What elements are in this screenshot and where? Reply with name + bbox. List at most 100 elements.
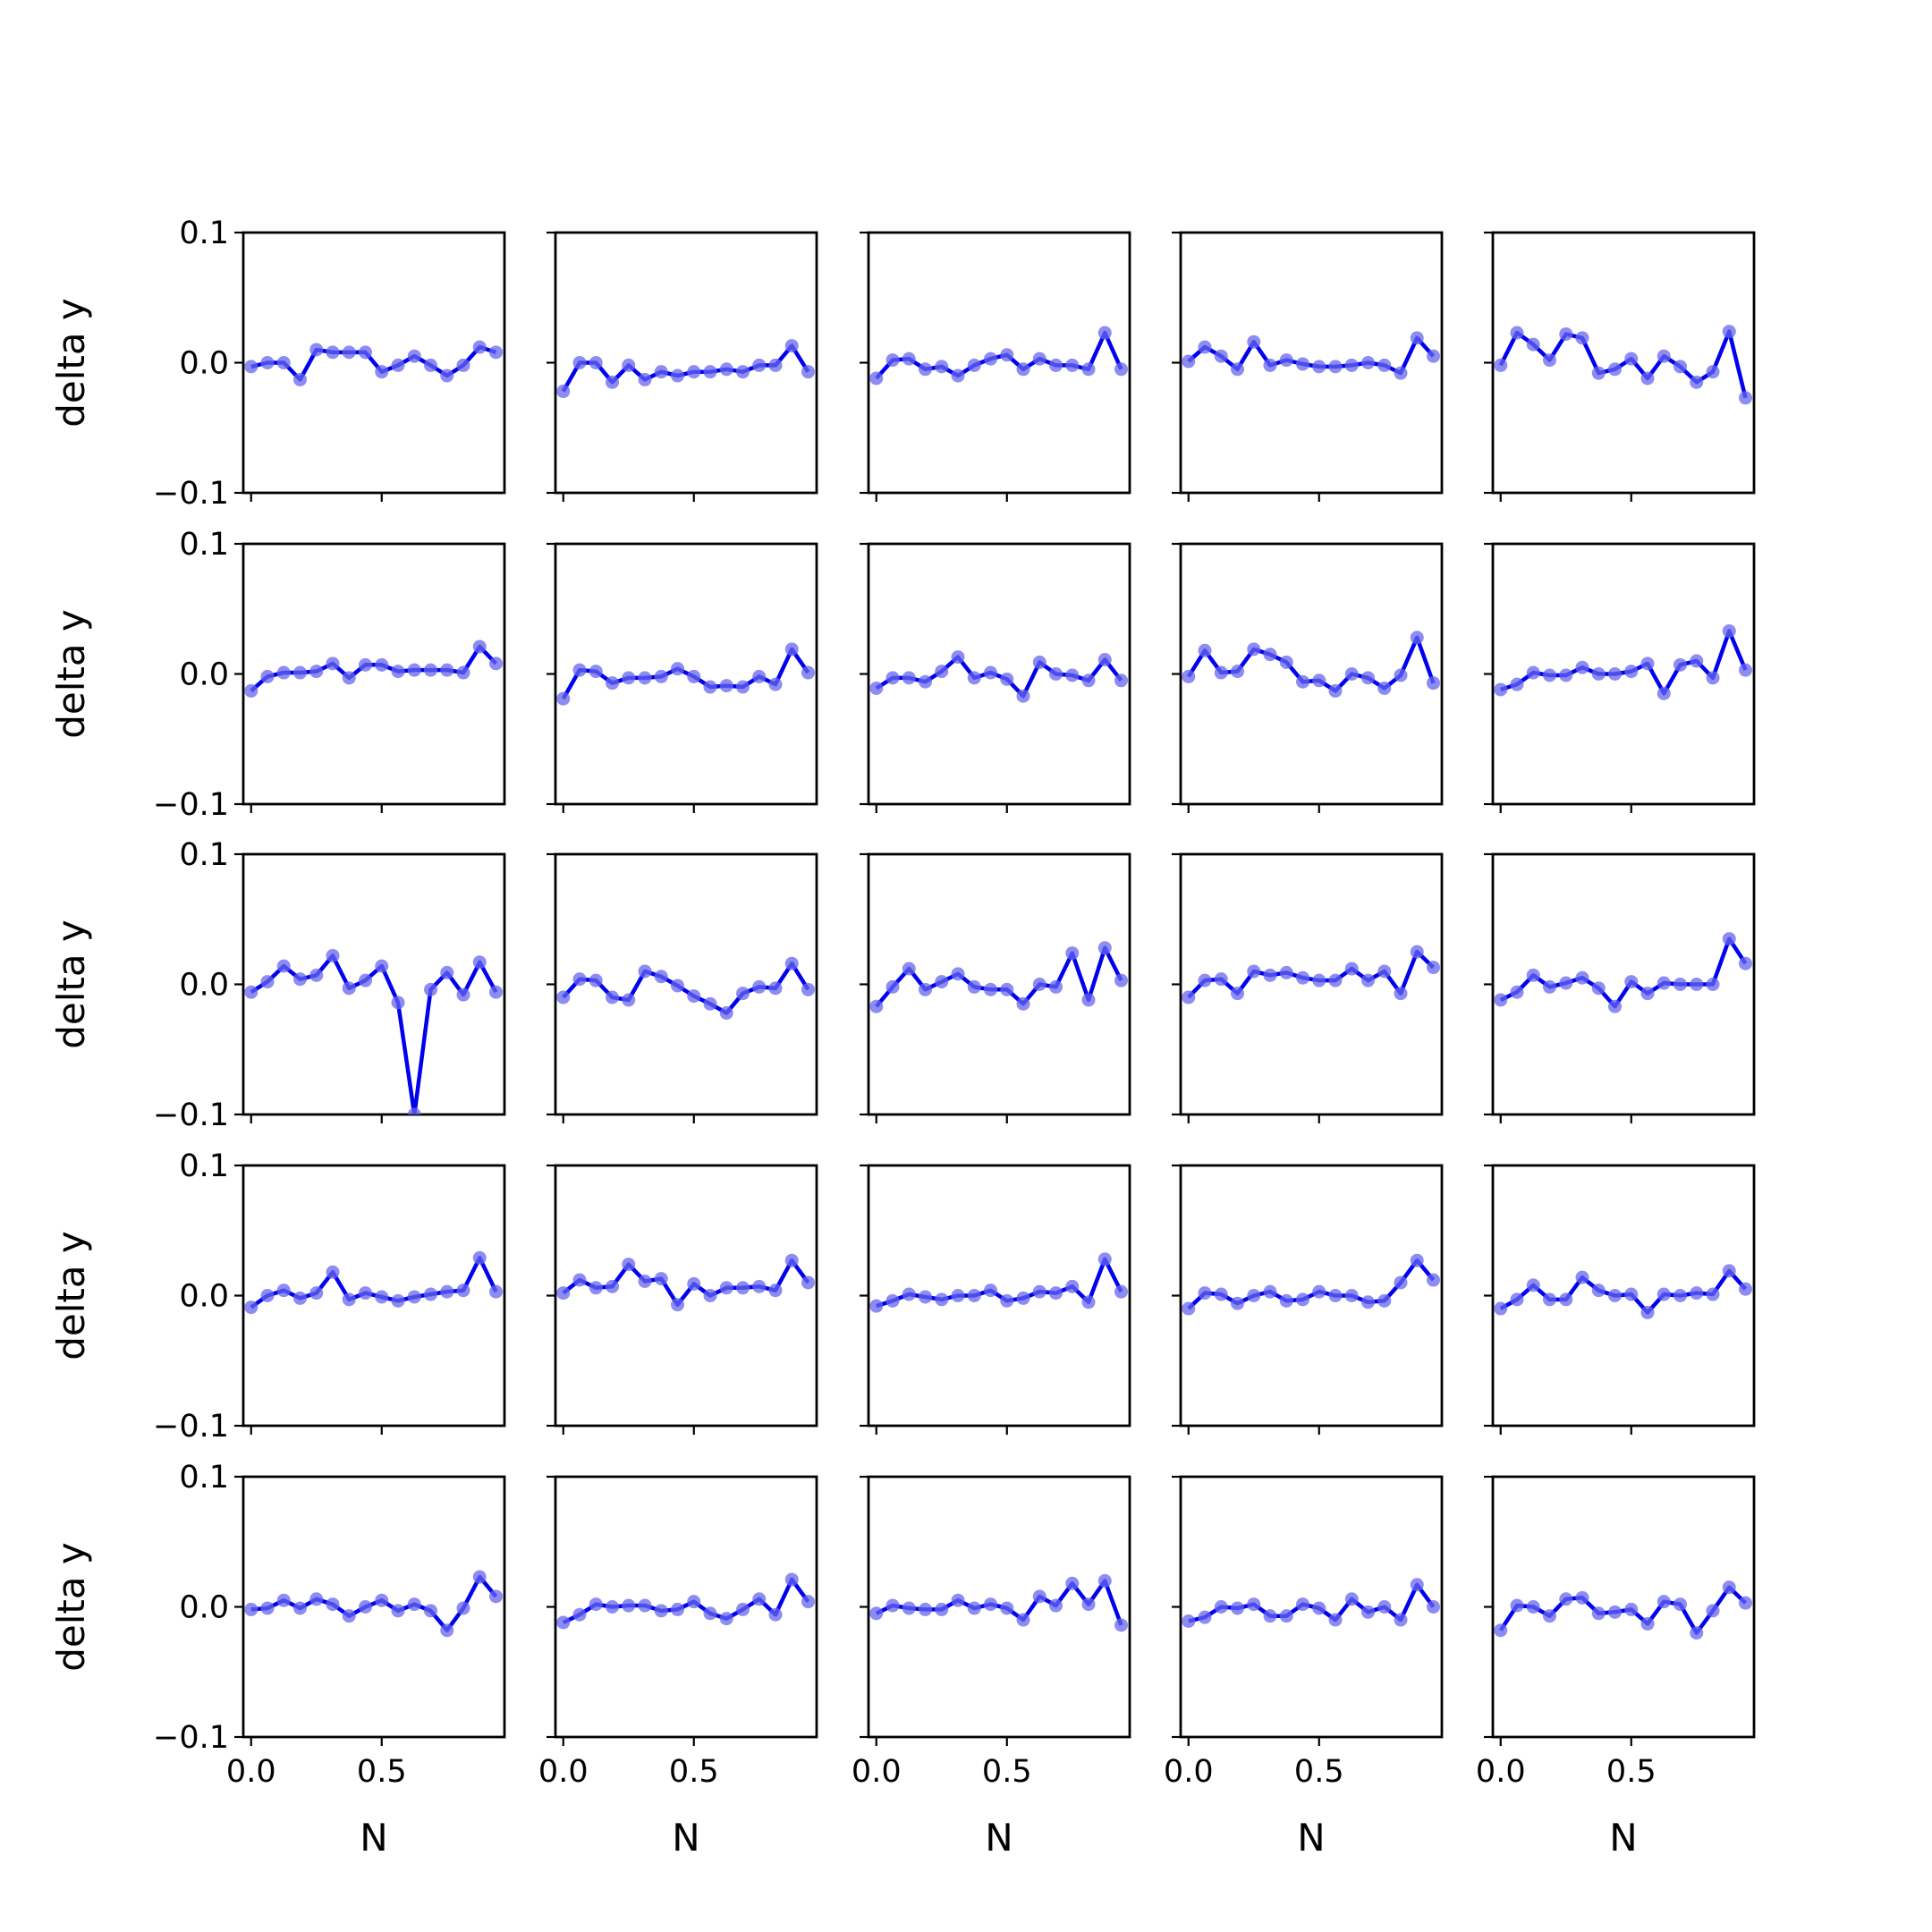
subplot-r4c1: 0.0 0.5 N bbox=[538, 1475, 818, 1860]
series-line bbox=[562, 1577, 810, 1625]
data-point bbox=[801, 665, 816, 680]
data-point bbox=[1377, 1600, 1392, 1614]
data-point bbox=[276, 959, 291, 973]
data-point bbox=[1312, 360, 1326, 374]
y-axis-label: delta y bbox=[49, 919, 93, 1049]
data-point bbox=[326, 657, 340, 671]
data-point bbox=[768, 981, 783, 996]
data-point bbox=[309, 1286, 324, 1301]
data-point bbox=[1706, 1604, 1720, 1618]
subplot-r0c2 bbox=[860, 231, 1131, 502]
subplot-r2c1 bbox=[547, 852, 818, 1123]
data-point bbox=[1081, 1597, 1096, 1612]
data-point bbox=[1049, 358, 1063, 372]
data-point bbox=[654, 365, 668, 379]
data-point bbox=[1247, 1597, 1261, 1612]
subplot-r0c0: 0.1 0.0 −0.1 delta y bbox=[49, 216, 506, 512]
data-point bbox=[1182, 354, 1196, 369]
data-point bbox=[1000, 982, 1014, 996]
series-group bbox=[244, 640, 504, 698]
data-point bbox=[1510, 677, 1524, 691]
data-point bbox=[1000, 1293, 1014, 1308]
data-point bbox=[984, 1597, 998, 1612]
y-tick-label: −0.1 bbox=[153, 787, 229, 823]
series-group bbox=[244, 340, 504, 386]
data-point bbox=[556, 691, 571, 706]
data-point bbox=[1016, 362, 1030, 377]
data-point bbox=[1526, 1600, 1540, 1614]
data-point bbox=[902, 1601, 916, 1615]
data-point bbox=[1410, 331, 1424, 345]
data-point bbox=[935, 1602, 949, 1616]
subplot-r2c3 bbox=[1172, 852, 1444, 1123]
data-point bbox=[1214, 349, 1228, 363]
data-point bbox=[768, 1284, 783, 1298]
data-point bbox=[407, 1290, 421, 1304]
series-group bbox=[869, 650, 1129, 703]
data-point bbox=[687, 365, 701, 379]
data-point bbox=[456, 358, 470, 372]
data-point bbox=[1296, 970, 1310, 985]
data-point bbox=[1361, 356, 1376, 369]
data-point bbox=[424, 663, 438, 677]
data-point bbox=[638, 372, 652, 386]
data-point bbox=[489, 1589, 504, 1604]
data-point bbox=[1494, 682, 1508, 697]
x-axis-label: N bbox=[1609, 1816, 1637, 1860]
series-line bbox=[250, 953, 498, 1114]
y-tick-label: 0.0 bbox=[179, 1590, 229, 1626]
series-group bbox=[244, 1570, 504, 1638]
data-point bbox=[784, 642, 799, 657]
data-point bbox=[784, 1572, 799, 1587]
x-tick-label: 0.0 bbox=[1164, 1754, 1214, 1790]
x-tick-label: 0.0 bbox=[538, 1754, 589, 1790]
data-point bbox=[1377, 964, 1392, 979]
data-point bbox=[1296, 674, 1310, 689]
series-group bbox=[1494, 1264, 1753, 1319]
data-point bbox=[654, 1272, 668, 1286]
data-point bbox=[375, 1290, 389, 1304]
series-line bbox=[1500, 629, 1748, 696]
subplot-r0c1 bbox=[547, 231, 818, 502]
data-point bbox=[1081, 362, 1096, 377]
data-point bbox=[1097, 1573, 1112, 1588]
data-point bbox=[1328, 973, 1343, 987]
series-group bbox=[244, 1250, 504, 1315]
data-point bbox=[1328, 1613, 1343, 1627]
data-point bbox=[984, 665, 998, 680]
data-point bbox=[1591, 366, 1606, 380]
data-point bbox=[375, 959, 389, 973]
data-point bbox=[556, 1286, 571, 1301]
series-line bbox=[875, 945, 1123, 1008]
data-point bbox=[687, 669, 701, 683]
data-point bbox=[869, 999, 884, 1013]
data-point bbox=[919, 1290, 933, 1304]
data-point bbox=[1624, 352, 1639, 366]
data-point bbox=[1739, 956, 1753, 970]
data-point bbox=[1114, 362, 1129, 377]
data-point bbox=[1608, 999, 1623, 1013]
subplot-r4c3: 0.0 0.5 N bbox=[1164, 1475, 1444, 1860]
data-point bbox=[869, 1299, 884, 1313]
data-point bbox=[293, 1291, 308, 1305]
data-point bbox=[886, 1293, 900, 1308]
y-tick-label: 0.0 bbox=[179, 657, 229, 693]
data-point bbox=[1591, 981, 1606, 996]
data-point bbox=[1690, 1626, 1704, 1640]
data-point bbox=[736, 365, 750, 379]
series-group bbox=[1182, 1578, 1441, 1629]
data-point bbox=[935, 665, 949, 679]
data-point bbox=[1016, 689, 1030, 703]
data-point bbox=[671, 662, 685, 676]
data-point bbox=[984, 1284, 998, 1298]
data-point bbox=[1608, 362, 1623, 377]
data-point bbox=[1624, 975, 1639, 989]
data-point bbox=[1494, 993, 1508, 1007]
data-point bbox=[869, 1606, 884, 1621]
data-point bbox=[902, 352, 916, 366]
data-point bbox=[440, 663, 454, 677]
data-point bbox=[572, 663, 587, 677]
series-line bbox=[1187, 1258, 1436, 1310]
data-point bbox=[440, 965, 454, 979]
